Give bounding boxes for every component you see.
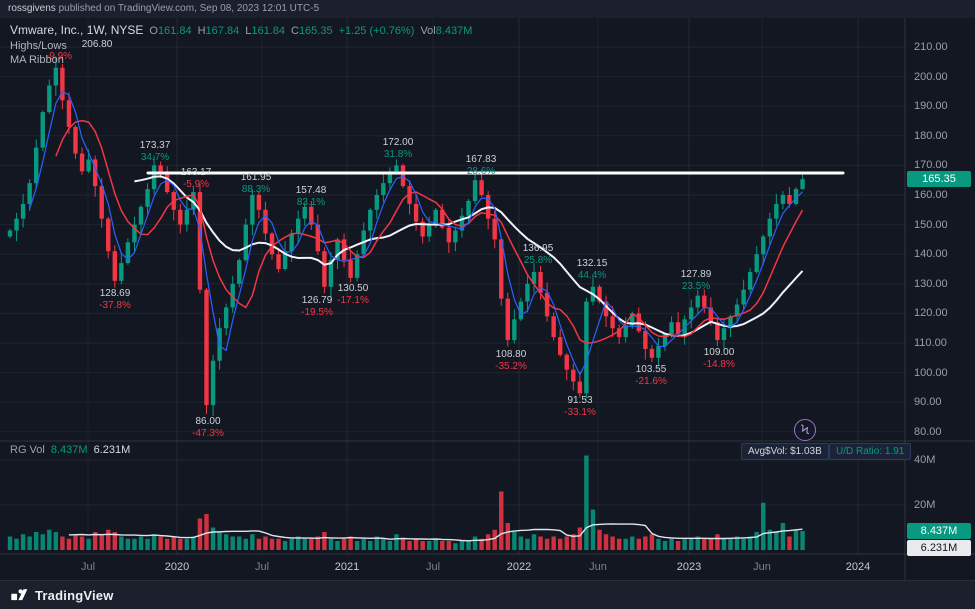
time-axis[interactable]: Jul 2020 Jul 2021 Jul 2022 Jun 2023 Jun 2024 — [0, 554, 905, 580]
pivot-label: 86.00 -47.3% — [192, 416, 224, 439]
pivot-label: 91.53 -33.1% — [564, 395, 596, 418]
volume-label: Vol — [420, 25, 436, 37]
pivot-label: 163.17 -5.9% — [180, 167, 212, 190]
indicator-highs-lows[interactable]: Highs/Lows — [10, 40, 67, 52]
volume-average-value: 6.231M — [93, 444, 131, 456]
publish-info-bar: rossgivens published on TradingView.com,… — [0, 0, 975, 18]
pivot-label: 128.69 -37.8% — [99, 288, 131, 311]
pivot-label: 161.95 88.3% — [240, 172, 272, 195]
symbol-title[interactable]: Vmware, Inc., 1W, NYSE — [10, 23, 144, 37]
high-value: 167.84 — [205, 25, 240, 37]
time-tick: 2024 — [845, 561, 871, 573]
pivot-label: 126.79 -19.5% — [301, 295, 333, 318]
time-tick: Jul — [425, 561, 441, 573]
pivot-label: 108.80 -35.2% — [495, 349, 527, 372]
tradingview-brand-link[interactable]: TradingView — [35, 587, 114, 603]
symbol-legend: Vmware, Inc., 1W, NYSE O161.84 H167.84 L161… — [10, 23, 472, 37]
price-tick: 200.00 — [914, 70, 948, 83]
open-label: O — [149, 25, 158, 37]
price-tick: 120.00 — [914, 307, 948, 320]
volume-value: 8.437M — [435, 25, 473, 37]
time-tick: Jun — [753, 561, 771, 573]
close-value: 165.35 — [298, 25, 333, 37]
price-tick: 90.00 — [914, 396, 942, 409]
pivot-label: 127.89 23.5% — [680, 269, 712, 292]
price-axis[interactable]: 210.00 200.00 190.00 180.00 170.00 160.00 150.… — [905, 18, 975, 580]
avg-dollar-volume-badge: Avg$Vol: $1.03B — [741, 443, 829, 460]
publish-info-text: published on TradingView.com, Sep 08, 20… — [55, 3, 320, 14]
pivot-label: 206.80 -9.9% — [45, 39, 113, 62]
price-tick: 130.00 — [914, 277, 948, 290]
pivot-label: 173.37 34.7% — [139, 140, 171, 163]
time-tick: 2020 — [164, 561, 190, 573]
tradingview-footer: TradingView — [0, 580, 975, 609]
boost-button[interactable]: Ϟ — [794, 419, 816, 441]
volume-tick: 20M — [914, 499, 936, 511]
open-value: 161.84 — [157, 25, 192, 37]
volume-indicator-label: RG Vol — [10, 444, 45, 456]
price-tick: 140.00 — [914, 248, 948, 261]
pivot-label: 109.00 -14.8% — [703, 347, 735, 370]
price-tick: 160.00 — [914, 189, 948, 201]
pivot-label: 103.55 -21.6% — [635, 364, 667, 387]
author-name: rossgivens — [8, 3, 56, 14]
time-tick: Jun — [589, 561, 607, 573]
time-tick: 2022 — [506, 561, 532, 573]
time-tick: Jul — [254, 561, 270, 573]
pivot-label: 130.50 -17.1% — [337, 283, 369, 306]
current-volume-badge: 8.437M — [907, 523, 971, 540]
low-value: 161.84 — [251, 25, 285, 37]
low-label: L — [245, 25, 252, 37]
pivot-label: 157.48 83.1% — [295, 185, 327, 208]
ud-ratio-badge: U/D Ratio: 1.91 — [829, 443, 912, 460]
pivot-label: 136.95 25.8% — [522, 243, 554, 266]
volume-indicator-legend[interactable]: RG Vol 8.437M 6.231M — [10, 444, 130, 456]
time-tick: Jul — [80, 561, 96, 573]
tradingview-logo-icon — [11, 589, 28, 601]
price-tick: 150.00 — [914, 218, 948, 231]
price-tick: 110.00 — [914, 337, 947, 349]
price-tick: 210.00 — [914, 41, 948, 53]
high-label: H — [197, 25, 206, 37]
current-price-badge: 165.35 — [907, 171, 971, 188]
time-tick: 2023 — [676, 561, 702, 573]
pivot-label: 132.15 44.4% — [576, 258, 608, 281]
price-tick: 100.00 — [914, 366, 948, 379]
pivot-label: 172.00 31.8% — [382, 137, 414, 160]
pivot-label: 167.83 28.6% — [465, 154, 497, 177]
lightning-icon: Ϟ — [800, 422, 810, 437]
volume-tick: 40M — [914, 454, 936, 466]
close-label: C — [290, 25, 299, 37]
price-tick: 80.00 — [914, 425, 942, 438]
price-tick: 170.00 — [914, 159, 948, 172]
time-tick: 2021 — [334, 561, 360, 573]
volume-current-value: 8.437M — [50, 444, 88, 456]
price-tick: 180.00 — [914, 129, 948, 142]
average-volume-badge: 6.231M — [907, 540, 971, 557]
change-value: +1.25 (+0.76%) — [338, 25, 415, 37]
price-tick: 190.00 — [914, 100, 948, 113]
indicator-ma-ribbon[interactable]: MA Ribbon — [10, 54, 64, 66]
